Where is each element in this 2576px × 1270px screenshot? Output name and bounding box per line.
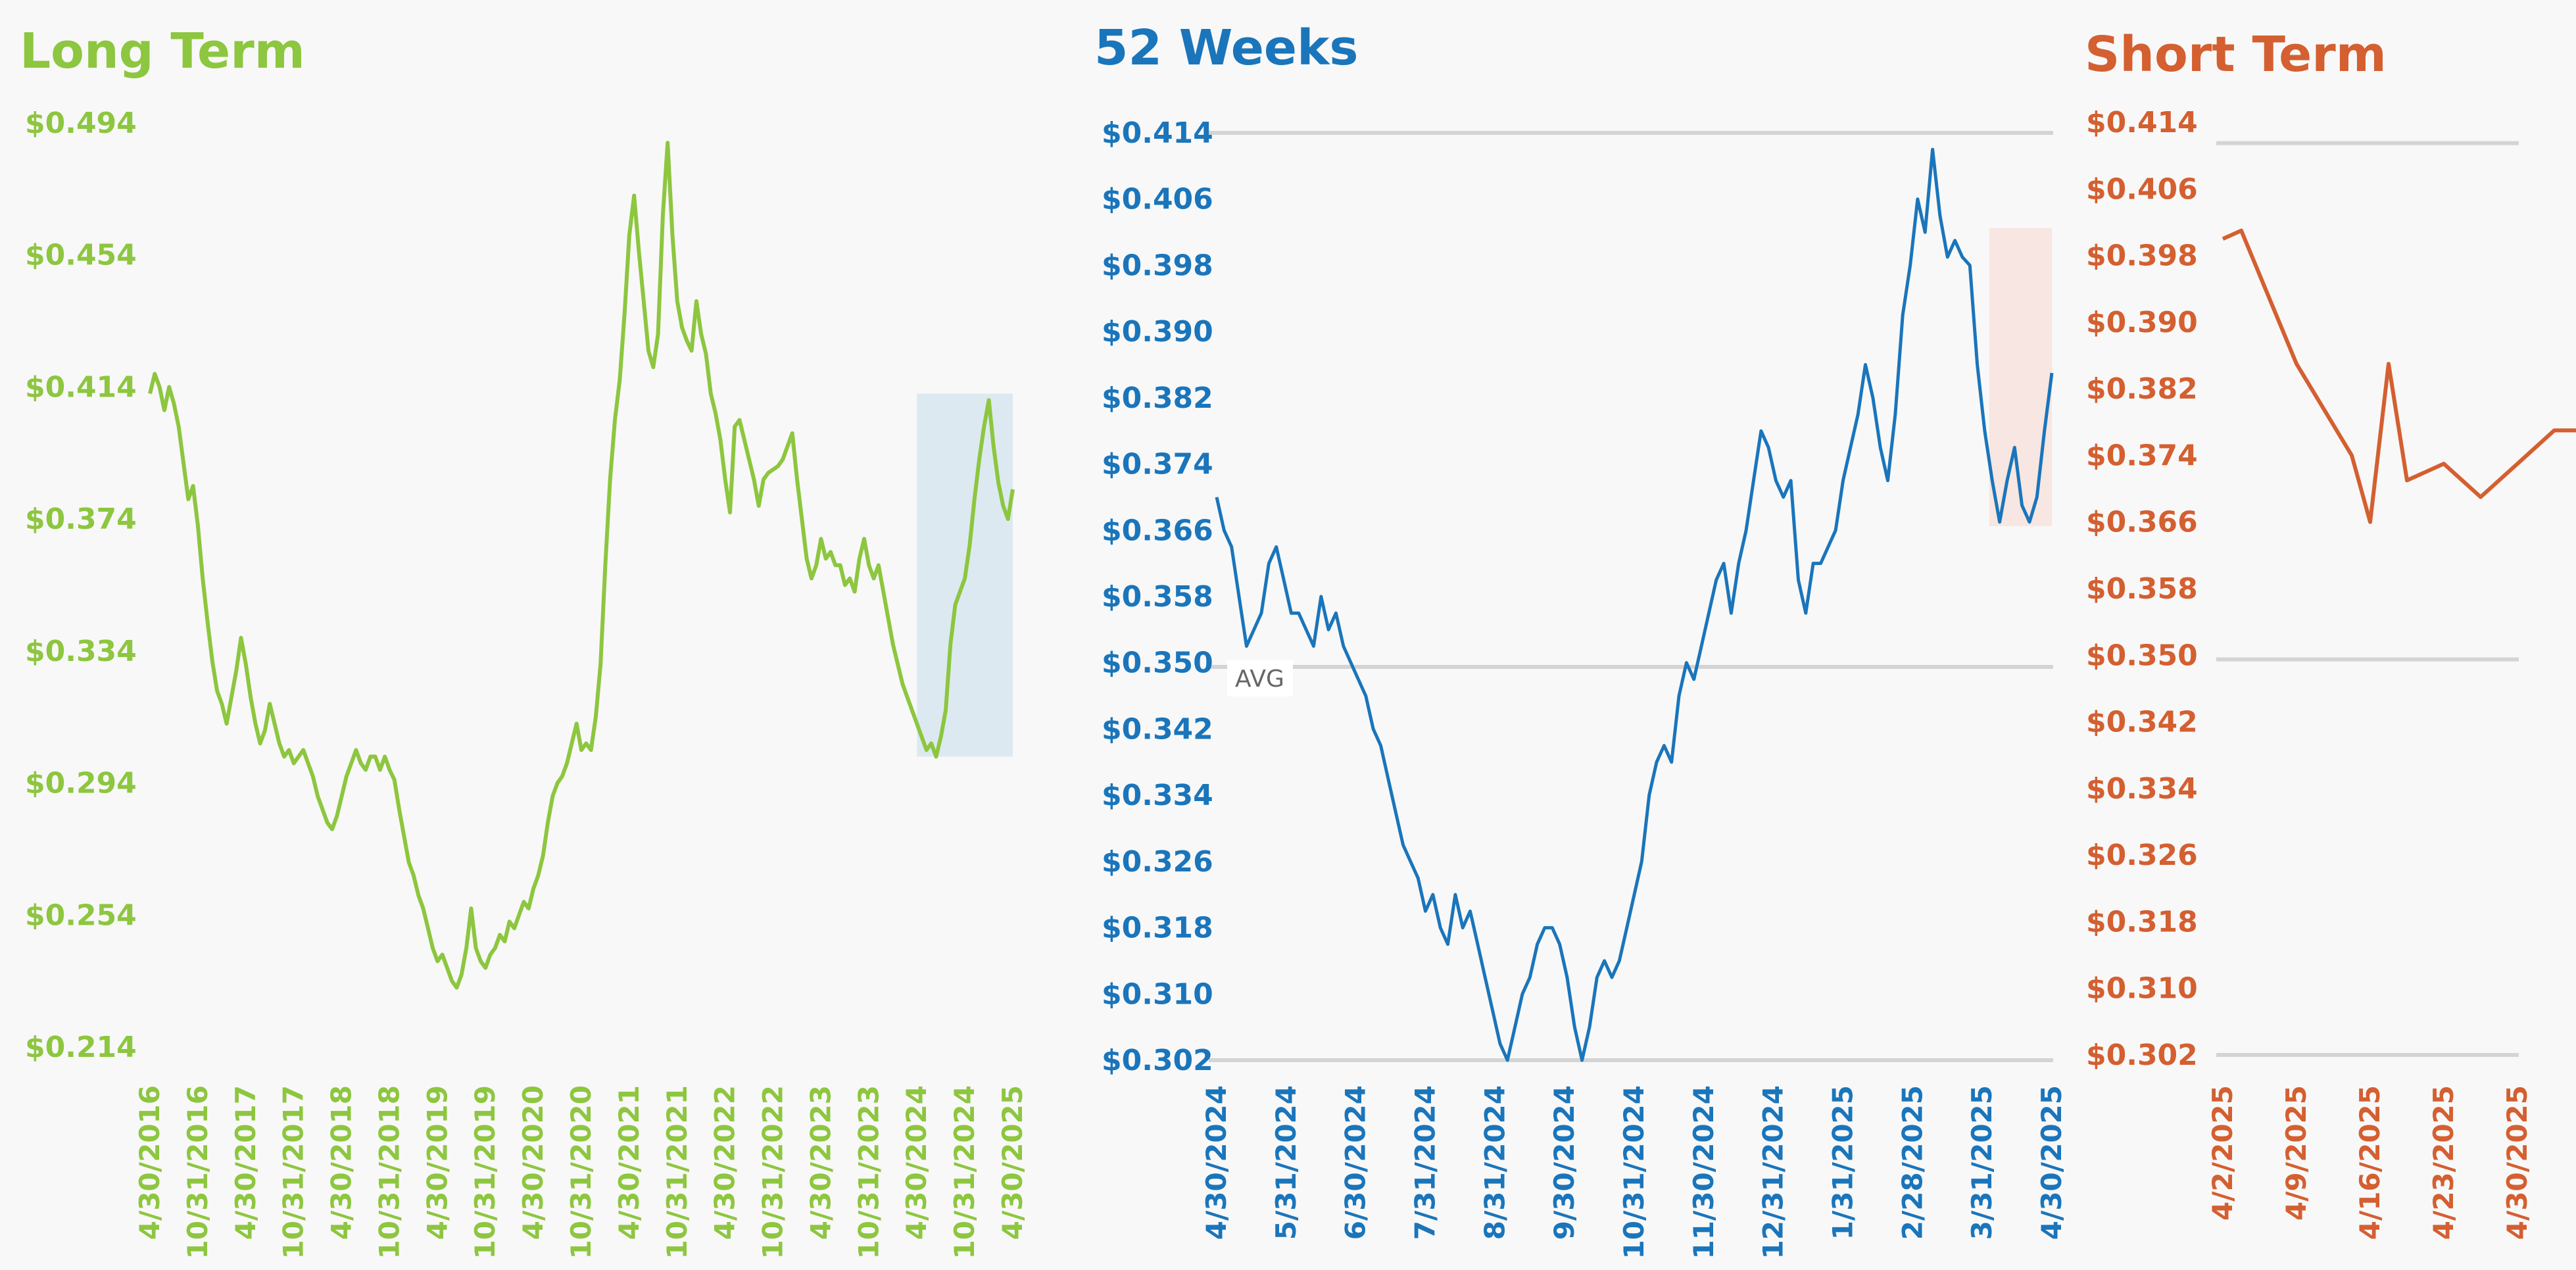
short-y-tick-label: $0.366	[2086, 506, 2198, 539]
short-y-tick-label: $0.302	[2086, 1038, 2198, 1072]
long-term-title: Long Term	[20, 23, 305, 80]
short-y-tick-label: $0.382	[2086, 372, 2198, 406]
short-y-tick-label: $0.310	[2086, 972, 2198, 1006]
long-y-tick-label: $0.294	[25, 767, 137, 800]
long-x-tick-label: 4/30/2025	[996, 1085, 1029, 1240]
short-term-series-line	[2222, 228, 2576, 524]
weeks-x-tick-label: 7/31/2024	[1409, 1085, 1442, 1240]
weeks-y-tick-label: $0.342	[1102, 712, 1213, 746]
short-y-tick-label: $0.414	[2086, 106, 2198, 139]
weeks-y-tick-label: $0.302	[1102, 1044, 1213, 1077]
short-y-tick-label: $0.390	[2086, 306, 2198, 339]
avg-label-text: AVG	[1235, 666, 1284, 693]
weeks-y-tick-label: $0.350	[1102, 647, 1213, 680]
short-term-x-axis: 4/2/2025 4/9/2025 4/16/2025 4/23/2025 4/30/2…	[2206, 1085, 2533, 1240]
long-x-tick-label: 4/30/2017	[230, 1085, 262, 1240]
long-x-tick-label: 4/30/2018	[326, 1085, 358, 1240]
long-term-series-line	[148, 141, 1015, 990]
weeks-x-tick-label: 8/31/2024	[1478, 1085, 1511, 1240]
long-x-tick-label: 4/30/2019	[421, 1085, 453, 1240]
52-weeks-gridlines	[1209, 131, 2053, 1062]
weeks-x-tick-label: 6/30/2024	[1340, 1085, 1372, 1240]
long-x-tick-label: 10/31/2022	[757, 1085, 789, 1259]
short-y-tick-label: $0.374	[2086, 439, 2198, 472]
short-term-y-axis: $0.414 $0.406 $0.398 $0.390 $0.382 $0.374 $0.3…	[2086, 106, 2198, 1072]
long-term-y-axis: $0.494 $0.454 $0.414 $0.374 $0.334 $0.294 $0.2…	[25, 107, 137, 1064]
long-term-x-axis: 4/30/2016 10/31/2016 4/30/2017 10/31/2017 4/…	[134, 1085, 1029, 1259]
long-x-tick-label: 10/31/2021	[661, 1085, 693, 1259]
weeks-x-tick-label: 4/30/2024	[1200, 1085, 1232, 1240]
long-x-tick-label: 4/30/2021	[613, 1085, 645, 1240]
long-y-tick-label: $0.454	[25, 239, 137, 272]
long-x-tick-label: 10/31/2017	[278, 1085, 310, 1259]
short-term-title: Short Term	[2085, 26, 2387, 83]
long-x-tick-label: 4/30/2020	[517, 1085, 549, 1240]
weeks-x-tick-label: 12/31/2024	[1757, 1085, 1789, 1259]
weeks-y-tick-label: $0.374	[1102, 448, 1213, 481]
avg-label: AVG	[1227, 660, 1293, 696]
weeks-y-tick-label: $0.414	[1102, 116, 1213, 150]
short-y-tick-label: $0.342	[2086, 706, 2198, 739]
short-term-chart: Short Term $0.414 $0.406 $0.398 $0.390 $0.38…	[2085, 26, 2576, 1240]
long-y-tick-label: $0.214	[25, 1031, 137, 1064]
weeks-y-tick-label: $0.310	[1102, 977, 1213, 1011]
short-y-tick-label: $0.326	[2086, 839, 2198, 872]
weeks-y-tick-label: $0.382	[1102, 381, 1213, 415]
long-x-tick-label: 10/31/2019	[469, 1085, 501, 1259]
short-x-tick-label: 4/16/2025	[2354, 1085, 2386, 1240]
weeks-y-tick-label: $0.318	[1102, 912, 1213, 945]
weeks-y-tick-label: $0.358	[1102, 580, 1213, 614]
weeks-x-tick-label: 4/30/2025	[2035, 1085, 2068, 1240]
short-term-gridlines	[2216, 141, 2519, 1057]
weeks-y-tick-label: $0.334	[1102, 779, 1213, 812]
weeks-y-tick-label: $0.390	[1102, 315, 1213, 349]
weeks-x-tick-label: 3/31/2025	[1966, 1085, 1998, 1240]
52-weeks-x-axis: 4/30/2024 5/31/2024 6/30/2024 7/31/2024 8/31…	[1200, 1085, 2068, 1259]
52-weeks-title: 52 Weeks	[1094, 20, 1358, 76]
weeks-y-tick-label: $0.406	[1102, 183, 1213, 216]
long-x-tick-label: 4/30/2016	[134, 1085, 166, 1240]
long-x-tick-label: 4/30/2023	[804, 1085, 837, 1240]
weeks-x-tick-label: 11/30/2024	[1688, 1085, 1720, 1259]
long-x-tick-label: 10/31/2018	[373, 1085, 405, 1259]
weeks-x-tick-label: 10/31/2024	[1618, 1085, 1650, 1259]
long-x-tick-label: 4/30/2024	[900, 1085, 933, 1240]
weeks-y-tick-label: $0.398	[1102, 249, 1213, 282]
long-y-tick-label: $0.254	[25, 898, 137, 932]
long-y-tick-label: $0.374	[25, 502, 137, 536]
long-y-tick-label: $0.414	[25, 370, 137, 404]
long-x-tick-label: 10/31/2023	[852, 1085, 885, 1259]
short-x-tick-label: 4/9/2025	[2280, 1085, 2312, 1221]
long-y-tick-label: $0.334	[25, 635, 137, 668]
short-y-tick-label: $0.318	[2086, 905, 2198, 939]
long-x-tick-label: 10/31/2024	[948, 1085, 981, 1259]
short-y-tick-label: $0.406	[2086, 172, 2198, 206]
weeks-y-tick-label: $0.326	[1102, 845, 1213, 879]
weeks-x-tick-label: 5/31/2024	[1270, 1085, 1302, 1240]
short-y-tick-label: $0.358	[2086, 572, 2198, 606]
weeks-y-tick-label: $0.366	[1102, 514, 1213, 547]
52-weeks-y-axis: $0.414 $0.406 $0.398 $0.390 $0.382 $0.374 $0.3…	[1102, 116, 1213, 1077]
long-x-tick-label: 10/31/2020	[565, 1085, 597, 1259]
short-x-tick-label: 4/30/2025	[2501, 1085, 2533, 1240]
long-x-tick-label: 4/30/2022	[709, 1085, 741, 1240]
long-y-tick-label: $0.494	[25, 107, 137, 140]
short-y-tick-label: $0.334	[2086, 772, 2198, 806]
short-x-tick-label: 4/2/2025	[2206, 1085, 2239, 1221]
weeks-x-tick-label: 9/30/2024	[1548, 1085, 1580, 1240]
weeks-highlight-box	[1989, 228, 2052, 526]
weeks-x-tick-label: 2/28/2025	[1896, 1085, 1928, 1240]
52-weeks-highlight-region	[1989, 228, 2052, 526]
52-weeks-chart: 52 Weeks $0.414$0.406$0.398$0.390$0.382$…	[1094, 20, 2068, 1259]
short-y-tick-label: $0.398	[2086, 239, 2198, 273]
long-x-tick-label: 10/31/2016	[182, 1085, 214, 1259]
52-weeks-series-line	[1215, 147, 2054, 1062]
short-y-tick-label: $0.350	[2086, 639, 2198, 672]
short-x-tick-label: 4/23/2025	[2427, 1085, 2460, 1240]
weeks-x-tick-label: 1/31/2025	[1827, 1085, 1859, 1240]
long-term-chart: Long Term $0.494 $0.454 $0.414 $0.374 $0.334…	[20, 23, 1029, 1259]
